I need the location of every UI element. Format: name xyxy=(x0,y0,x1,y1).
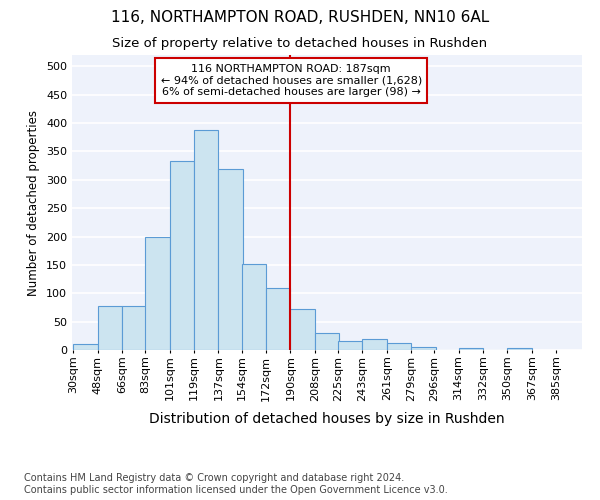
Bar xyxy=(98,306,122,350)
Bar xyxy=(122,306,146,350)
Bar xyxy=(145,237,170,350)
Bar xyxy=(386,343,411,350)
X-axis label: Distribution of detached houses by size in Rushden: Distribution of detached houses by size … xyxy=(149,412,505,426)
Text: 116 NORTHAMPTON ROAD: 187sqm
← 94% of detached houses are smaller (1,628)
6% of : 116 NORTHAMPTON ROAD: 187sqm ← 94% of de… xyxy=(161,64,422,97)
Bar xyxy=(458,348,483,350)
Bar xyxy=(338,342,362,350)
Bar xyxy=(242,264,266,350)
Text: Contains HM Land Registry data © Crown copyright and database right 2024.
Contai: Contains HM Land Registry data © Crown c… xyxy=(24,474,448,495)
Bar xyxy=(218,169,243,350)
Bar xyxy=(73,344,98,350)
Bar xyxy=(266,288,290,350)
Y-axis label: Number of detached properties: Number of detached properties xyxy=(28,110,40,296)
Bar xyxy=(170,161,194,350)
Text: Size of property relative to detached houses in Rushden: Size of property relative to detached ho… xyxy=(112,38,488,51)
Bar xyxy=(194,130,218,350)
Bar xyxy=(411,347,436,350)
Text: 116, NORTHAMPTON ROAD, RUSHDEN, NN10 6AL: 116, NORTHAMPTON ROAD, RUSHDEN, NN10 6AL xyxy=(111,10,489,25)
Bar xyxy=(315,333,339,350)
Bar xyxy=(362,338,386,350)
Bar xyxy=(290,308,315,350)
Bar xyxy=(508,348,532,350)
